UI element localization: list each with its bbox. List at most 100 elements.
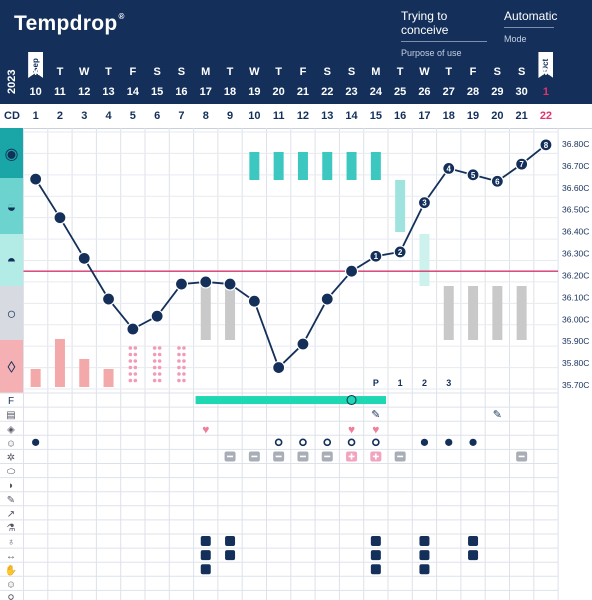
cycle-day-label: 16 <box>394 110 407 122</box>
minus-glyph <box>324 455 331 458</box>
plus-glyph-v <box>375 453 377 460</box>
spotting-dot <box>177 359 181 363</box>
date-label[interactable]: 20 <box>272 86 285 98</box>
temperature-point <box>247 294 261 308</box>
spotting-dot <box>133 346 138 350</box>
date-label[interactable]: 10 <box>29 86 42 98</box>
y-tick-label: 36.70C <box>562 161 589 171</box>
spotting-dot <box>133 352 138 357</box>
test-strip-icon: ▤ <box>6 410 15 421</box>
period-band <box>0 340 23 393</box>
weekday-label: T <box>445 66 453 78</box>
weekday-label: M <box>31 66 41 78</box>
lh-bar <box>225 286 236 340</box>
peak-band-icon: ◉ <box>5 146 19 163</box>
spotting-dot <box>152 359 157 363</box>
y-tick-label: 35.80C <box>562 358 589 368</box>
date-label[interactable]: 12 <box>78 86 91 98</box>
date-label[interactable]: 13 <box>102 86 115 98</box>
none-band-icon: ○ <box>7 306 17 323</box>
post-ovulation-day-label: 1 <box>374 252 379 261</box>
cycle-day-label: 8 <box>202 110 209 122</box>
date-label[interactable]: 17 <box>199 86 212 98</box>
cycle-day-label: 12 <box>296 110 310 122</box>
logo: Tempdrop® <box>14 12 125 35</box>
date-label[interactable]: 29 <box>491 86 504 98</box>
date-label[interactable]: 19 <box>248 86 261 98</box>
date-label[interactable]: 11 <box>54 86 66 98</box>
note-pencil-icon: ✎ <box>493 409 502 421</box>
weekday-label: F <box>129 66 137 78</box>
date-label[interactable]: 15 <box>151 86 164 98</box>
y-tick-label: 36.50C <box>562 205 589 215</box>
weekday-label: T <box>275 66 282 78</box>
cycle-day-label: 11 <box>272 110 285 122</box>
weekday-label: M <box>541 66 551 78</box>
weekday-label: S <box>493 66 502 78</box>
minus-glyph <box>397 455 404 458</box>
spotting-dot <box>157 372 162 376</box>
y-tick-label: 35.90C <box>562 336 589 346</box>
weekday-label: S <box>177 66 186 78</box>
mode-selector[interactable]: Automatic Mode <box>504 9 557 44</box>
year-label: 2023 <box>6 69 18 94</box>
spotting-dot <box>133 359 138 363</box>
date-label[interactable]: 18 <box>223 86 237 98</box>
date-label[interactable]: 1 <box>542 86 549 98</box>
minus-glyph <box>275 455 282 458</box>
purpose-selector[interactable]: Trying to conceive Purpose of use <box>401 9 487 58</box>
date-label[interactable]: 25 <box>394 86 407 98</box>
spotting-dot <box>128 346 133 350</box>
date-label[interactable]: 24 <box>369 86 382 98</box>
open-circle-marker <box>347 438 356 447</box>
spotting-dot <box>182 378 186 383</box>
symptom-square <box>200 550 211 561</box>
weekday-label: T <box>226 66 234 78</box>
mode-label: Mode <box>504 34 527 44</box>
date-label[interactable]: 30 <box>515 86 528 98</box>
weekday-label: F <box>469 66 477 78</box>
minus-glyph <box>251 455 258 458</box>
date-label[interactable]: 21 <box>296 86 310 98</box>
date-label[interactable]: 16 <box>175 86 188 98</box>
y-tick-label: 36.80C <box>562 139 589 149</box>
date-label[interactable]: 26 <box>418 86 431 98</box>
lh-bar <box>297 152 308 180</box>
date-label[interactable]: 23 <box>345 86 358 98</box>
lightbulb-icon: ♁ <box>7 537 15 548</box>
purpose-value[interactable]: Trying to conceive <box>401 9 487 42</box>
post-ovulation-day-label: 8 <box>544 141 549 150</box>
temperature-point <box>417 196 432 210</box>
symptom-square <box>468 550 479 561</box>
spotting-dot <box>177 352 181 357</box>
spotting-dot <box>182 372 186 376</box>
cycle-day-label: 18 <box>442 110 455 122</box>
weekday-label: S <box>517 66 526 78</box>
spotting-dot <box>152 372 157 376</box>
weekday-label: W <box>249 66 260 78</box>
date-label[interactable]: 22 <box>321 86 334 98</box>
mood-icon: ⚲ <box>7 593 14 600</box>
date-label[interactable]: 14 <box>126 86 139 98</box>
date-label[interactable]: 27 <box>442 86 455 98</box>
symptom-square <box>468 536 479 547</box>
temperature-point <box>539 138 553 152</box>
spotting-dot <box>128 359 133 363</box>
month-flag-oct: Oct <box>538 52 554 78</box>
arrows-icon: ↔ <box>6 551 16 562</box>
note-pencil-icon: ✎ <box>371 409 380 421</box>
spotting-dot <box>128 365 133 370</box>
open-circle-marker <box>299 438 307 447</box>
symptom-square <box>225 536 236 547</box>
period-bar <box>103 369 114 387</box>
peak-day-label: P <box>373 378 379 388</box>
date-label[interactable]: 28 <box>466 86 480 98</box>
post-ovulation-day-label: 2 <box>398 248 403 257</box>
cycle-day-label: 7 <box>178 110 185 122</box>
cycle-day-label: 15 <box>369 110 382 122</box>
mode-value[interactable]: Automatic <box>504 9 557 28</box>
weekday-label: T <box>105 66 112 78</box>
spotting-dot <box>152 365 157 370</box>
symptom-square <box>419 550 430 561</box>
